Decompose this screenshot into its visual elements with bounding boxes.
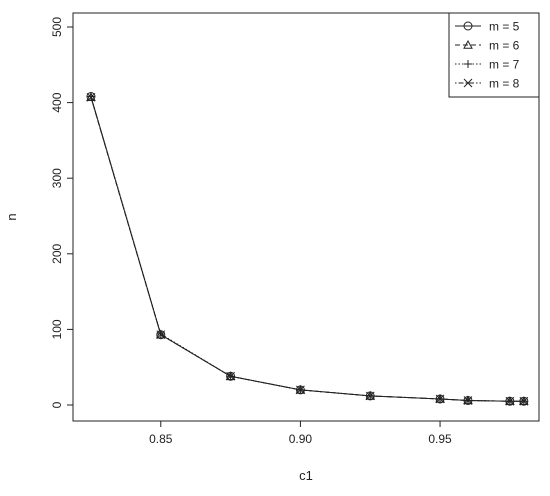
series-1: [86, 92, 529, 406]
x-tick-label: 0.90: [289, 432, 313, 446]
series-line: [90, 97, 524, 402]
data-point: [86, 92, 95, 101]
series-line: [90, 96, 524, 402]
plot-frame: [72, 12, 540, 422]
data-point: [505, 396, 515, 406]
data-point: [435, 394, 445, 404]
series-2: [86, 92, 529, 405]
series-4: [86, 92, 529, 406]
legend-marker: [464, 60, 472, 68]
y-tick-label: 400: [50, 92, 64, 112]
series-line: [90, 97, 524, 402]
y-tick-label: 100: [50, 319, 64, 339]
legend-label: m = 5: [489, 20, 520, 34]
series-3: [86, 92, 528, 406]
x-axis-label: c1: [299, 468, 313, 483]
x-tick-label: 0.95: [428, 432, 452, 446]
y-axis-label: n: [4, 213, 19, 220]
data-point: [463, 396, 473, 405]
data-point: [296, 385, 305, 395]
data-point: [226, 371, 235, 381]
legend-marker: [463, 39, 473, 49]
y-tick-label: 500: [50, 17, 64, 37]
y-tick-label: 200: [50, 243, 64, 263]
legend: m = 5 m = 6 m = 7 m = 8: [448, 12, 540, 98]
legend-label: m = 7: [489, 58, 520, 72]
data-point: [86, 92, 96, 102]
legend-marker: [463, 78, 473, 88]
series-layer: [86, 92, 529, 406]
y-axis: 0 100 200 300 400 500: [50, 17, 73, 408]
series-line: [90, 96, 524, 402]
legend-label: m = 6: [489, 39, 520, 53]
data-point: [156, 330, 166, 340]
y-tick-label: 0: [50, 401, 64, 408]
x-axis: 0.85 0.90 0.95: [149, 421, 452, 446]
data-point: [365, 391, 375, 401]
legend-label: m = 8: [489, 77, 520, 91]
x-tick-label: 0.85: [149, 432, 173, 446]
legend-marker: [463, 21, 473, 31]
legend-box: [448, 12, 540, 98]
data-point: [519, 396, 529, 406]
y-tick-label: 300: [50, 168, 64, 188]
